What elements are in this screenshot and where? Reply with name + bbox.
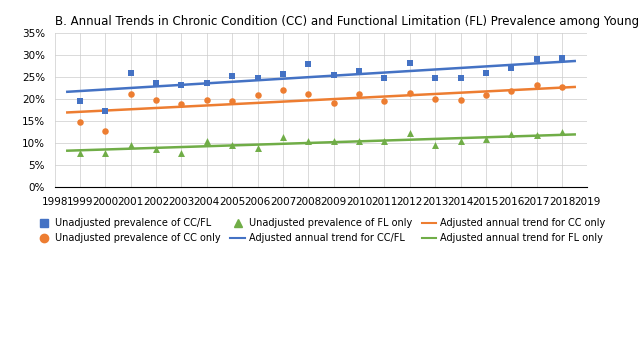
Legend: Unadjusted prevalence of CC/FL, Unadjusted prevalence of CC only, Unadjusted pre: Unadjusted prevalence of CC/FL, Unadjust… [33, 214, 609, 247]
Point [100, 108, 110, 114]
Point [177, 101, 187, 107]
Point [481, 136, 491, 142]
Point [126, 70, 136, 76]
Point [303, 91, 313, 96]
Point [557, 84, 567, 90]
Point [278, 134, 288, 139]
Point [430, 75, 440, 81]
Point [252, 92, 263, 98]
Point [455, 75, 465, 81]
Point [506, 88, 516, 94]
Point [75, 119, 85, 125]
Point [227, 98, 238, 104]
Point [278, 87, 288, 93]
Point [202, 80, 212, 86]
Point [278, 71, 288, 77]
Point [151, 97, 161, 103]
Point [455, 97, 465, 103]
Point [532, 56, 542, 62]
Point [126, 143, 136, 148]
Point [329, 100, 339, 106]
Point [252, 75, 263, 81]
Point [202, 138, 212, 144]
Point [329, 72, 339, 78]
Point [75, 98, 85, 104]
Point [481, 70, 491, 76]
Point [430, 96, 440, 102]
Point [303, 139, 313, 144]
Point [177, 150, 187, 156]
Point [506, 131, 516, 137]
Point [557, 129, 567, 135]
Point [227, 73, 238, 78]
Point [404, 60, 415, 66]
Point [404, 130, 415, 136]
Point [329, 139, 339, 144]
Point [379, 75, 390, 81]
Point [532, 82, 542, 88]
Point [100, 128, 110, 134]
Point [75, 150, 85, 156]
Point [151, 80, 161, 86]
Point [252, 145, 263, 151]
Point [404, 90, 415, 96]
Point [379, 98, 390, 104]
Point [557, 55, 567, 60]
Point [532, 132, 542, 138]
Point [303, 61, 313, 66]
Point [227, 142, 238, 147]
Point [202, 97, 212, 103]
Point [126, 91, 136, 96]
Point [100, 150, 110, 156]
Point [506, 65, 516, 71]
Point [354, 91, 364, 96]
Point [455, 139, 465, 144]
Text: B. Annual Trends in Chronic Condition (CC) and Functional Limitation (FL) Preval: B. Annual Trends in Chronic Condition (C… [55, 15, 642, 28]
Point [354, 68, 364, 74]
Point [430, 142, 440, 147]
Point [177, 82, 187, 88]
Point [481, 92, 491, 98]
Point [354, 139, 364, 144]
Point [151, 146, 161, 152]
Point [379, 139, 390, 144]
